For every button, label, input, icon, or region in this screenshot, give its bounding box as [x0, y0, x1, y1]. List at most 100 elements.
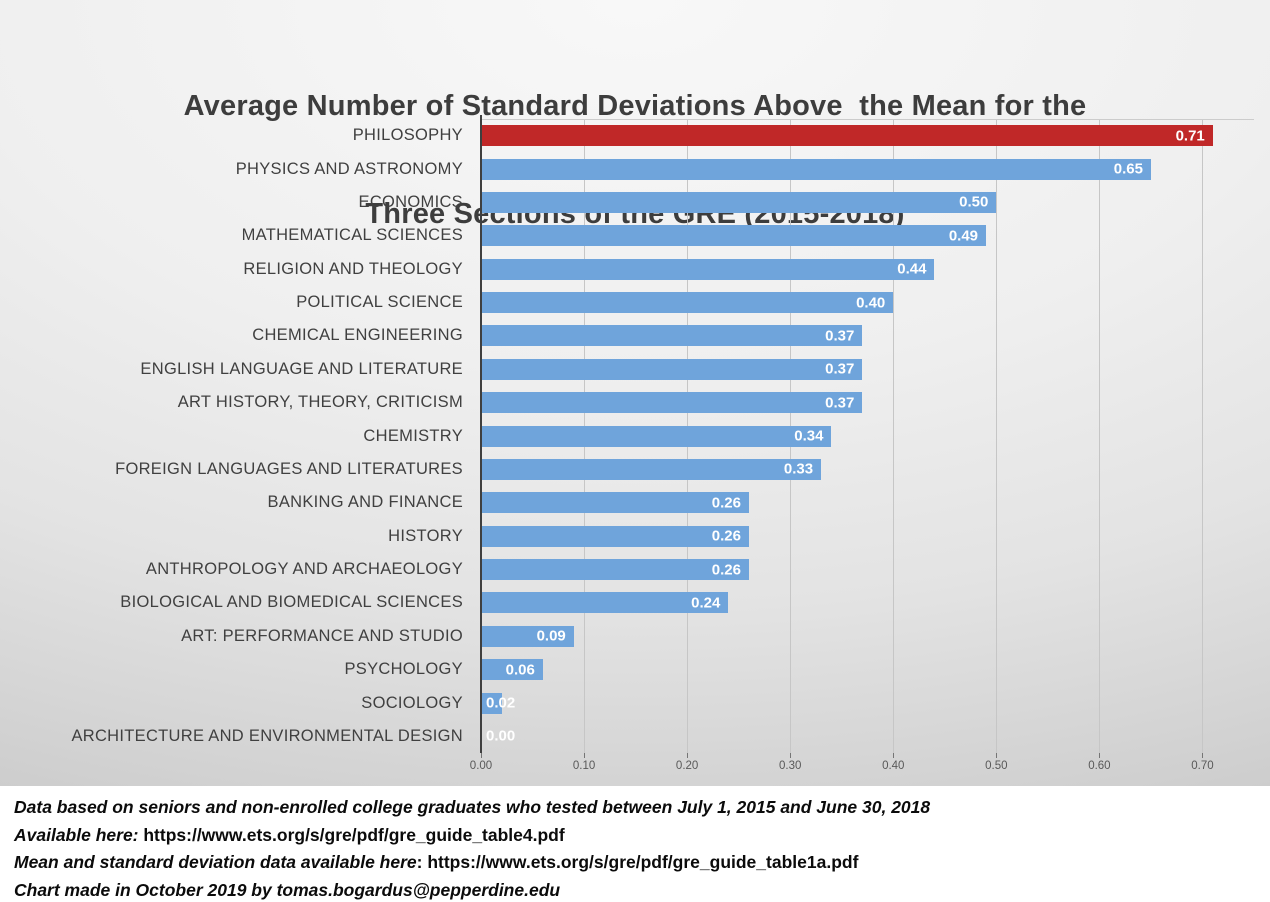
- bar: [481, 358, 863, 380]
- source-note-line: Data based on seniors and non-enrolled c…: [14, 794, 1260, 822]
- chart-row: CHEMICAL ENGINEERING 0.37: [0, 319, 1254, 352]
- data-label: 0.44: [897, 260, 927, 278]
- tick-label: 0.60: [1088, 760, 1111, 772]
- data-label: 0.26: [711, 494, 741, 512]
- data-label: 0.02: [486, 694, 516, 712]
- bar: [481, 158, 1151, 180]
- tick-label: 0.20: [675, 760, 699, 772]
- data-label: 0.06: [505, 661, 535, 679]
- bar-track: 0.40: [481, 292, 1254, 314]
- note-italic-text: Data based on seniors and non-enrolled c…: [14, 797, 931, 817]
- category-label: MATHEMATICAL SCIENCES: [241, 226, 463, 245]
- category-label: BIOLOGICAL AND BIOMEDICAL SCIENCES: [120, 593, 463, 612]
- chart-row: SOCIOLOGY 0.02: [0, 686, 1254, 719]
- bar: [481, 258, 935, 280]
- chart-row: PHYSICS AND ASTRONOMY 0.65: [0, 152, 1254, 185]
- category-label: RELIGION AND THEOLOGY: [243, 259, 463, 278]
- category-label: HISTORY: [388, 526, 463, 545]
- data-label: 0.40: [856, 294, 886, 312]
- category-label: PHYSICS AND ASTRONOMY: [235, 159, 463, 178]
- note-url-text: : https://www.ets.org/s/gre/pdf/gre_guid…: [416, 852, 859, 872]
- bar-track: 0.37: [481, 392, 1254, 414]
- tick-label: 0.00: [469, 760, 493, 772]
- chart-row: HISTORY 0.26: [0, 520, 1254, 553]
- category-label: ARCHITECTURE AND ENVIRONMENTAL DESIGN: [71, 726, 463, 745]
- bar: [481, 525, 749, 547]
- category-label: CHEMISTRY: [363, 426, 463, 445]
- tick-mark: [1099, 753, 1101, 758]
- bar: [481, 392, 863, 414]
- chart-canvas: Average Number of Standard Deviations Ab…: [0, 0, 1270, 786]
- data-label: 0.24: [691, 594, 721, 612]
- gridline-0.60: [1099, 120, 1101, 754]
- chart-row: ART: PERFORMANCE AND STUDIO 0.09: [0, 620, 1254, 653]
- data-label: 0.33: [783, 460, 814, 478]
- tick-mark: [893, 753, 895, 758]
- bar: [481, 592, 729, 614]
- category-label: POLITICAL SCIENCE: [296, 293, 463, 312]
- bar-track: 0.33: [481, 458, 1254, 480]
- tick-label: 0.50: [985, 760, 1008, 772]
- bar: [481, 692, 502, 714]
- tick-mark: [996, 753, 998, 758]
- tick-label: 0.40: [882, 760, 905, 772]
- bar-track: 0.50: [481, 191, 1254, 213]
- bar-track: 0.71: [481, 125, 1254, 147]
- bar-track: 0.06: [481, 659, 1254, 681]
- chart-row: ENGLISH LANGUAGE AND LITERATURE 0.37: [0, 353, 1254, 386]
- bar: [481, 125, 1213, 147]
- tick-mark: [790, 753, 792, 758]
- bar-track: 0.00: [481, 726, 1254, 747]
- data-label: 0.49: [948, 227, 979, 245]
- category-label: SOCIOLOGY: [361, 693, 463, 712]
- chart-row: ANTHROPOLOGY AND ARCHAEOLOGY 0.26: [0, 553, 1254, 586]
- category-label: ENGLISH LANGUAGE AND LITERATURE: [140, 359, 463, 378]
- data-label: 0.71: [1175, 127, 1205, 145]
- data-label: 0.34: [794, 427, 824, 445]
- category-label: ANTHROPOLOGY AND ARCHAEOLOGY: [145, 560, 463, 579]
- data-label: 0.37: [825, 327, 855, 345]
- chart-row: FOREIGN LANGUAGES AND LITERATURES 0.33: [0, 453, 1254, 486]
- chart-row: POLITICAL SCIENCE 0.40: [0, 286, 1254, 319]
- tick-label: 0.30: [778, 760, 802, 772]
- data-label: 0.26: [711, 527, 741, 545]
- bar-track: 0.26: [481, 492, 1254, 514]
- chart-row: BIOLOGICAL AND BIOMEDICAL SCIENCES 0.24: [0, 586, 1254, 619]
- source-notes: Data based on seniors and non-enrolled c…: [14, 794, 1260, 902]
- source-note-line: Mean and standard deviation data availab…: [14, 849, 1260, 877]
- bar: [481, 425, 832, 447]
- plot-area: PHILOSOPHY 0.71 PHYSICS AND ASTRONOMY 0.65 E…: [0, 115, 1254, 754]
- tick-label: 0.10: [572, 760, 596, 772]
- category-label: BANKING AND FINANCE: [267, 493, 463, 512]
- category-label: PSYCHOLOGY: [344, 660, 463, 679]
- category-label: CHEMICAL ENGINEERING: [252, 326, 463, 345]
- bar-track: 0.02: [481, 692, 1254, 714]
- chart-row: PSYCHOLOGY 0.06: [0, 653, 1254, 686]
- note-url-text: https://www.ets.org/s/gre/pdf/gre_guide_…: [138, 824, 565, 845]
- chart-title-line-2: Three Sections of the GRE (2015-2018): [365, 198, 905, 230]
- data-label: 0.37: [825, 360, 855, 378]
- data-label: 0.37: [825, 394, 855, 412]
- category-label: PHILOSOPHY: [352, 126, 463, 145]
- bar: [481, 292, 894, 314]
- bar-track: 0.37: [481, 325, 1254, 347]
- bar-track: 0.24: [481, 592, 1254, 614]
- bar: [481, 492, 749, 514]
- data-label: 0.09: [536, 627, 566, 645]
- tick-mark: [687, 753, 689, 758]
- source-note-line: Chart made in October 2019 by tomas.boga…: [14, 877, 1260, 902]
- bar: [481, 625, 574, 647]
- note-italic-text: Available here:: [14, 824, 139, 845]
- data-label: 0.65: [1113, 160, 1143, 178]
- chart-row: RELIGION AND THEOLOGY 0.44: [0, 253, 1254, 286]
- data-label: 0.26: [711, 561, 741, 579]
- gridline-0.70: [1202, 120, 1204, 754]
- bar: [481, 325, 863, 347]
- tick-mark: [1202, 753, 1204, 758]
- category-label: FOREIGN LANGUAGES AND LITERATURES: [115, 459, 463, 478]
- bar: [481, 458, 822, 480]
- bar-track: 0.49: [481, 225, 1254, 247]
- tick-label: 0.70: [1191, 760, 1214, 772]
- chart-title-line-1: Average Number of Standard Deviations Ab…: [183, 90, 1087, 122]
